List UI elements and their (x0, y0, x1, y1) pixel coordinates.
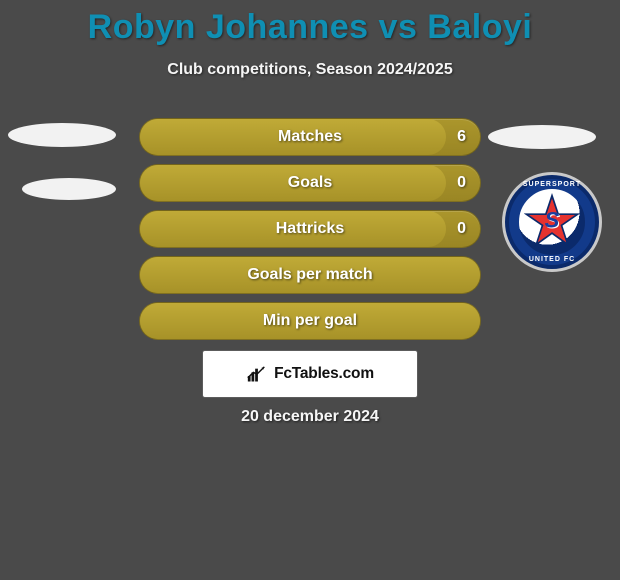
stat-value: 0 (457, 220, 466, 238)
stat-value: 6 (457, 128, 466, 146)
stat-bar-goals-per-match: Goals per match (139, 256, 481, 294)
stat-label: Goals (288, 174, 332, 192)
page-subtitle: Club competitions, Season 2024/2025 (0, 61, 620, 79)
stat-bar-hattricks: Hattricks 0 (139, 210, 481, 248)
club-badge: SUPERSPORT UNITED FC S (502, 172, 602, 272)
footer-date: 20 december 2024 (0, 408, 620, 426)
stat-label: Goals per match (247, 266, 372, 284)
stat-value: 0 (457, 174, 466, 192)
stats-container: Matches 6 Goals 0 Hattricks 0 Goals per … (139, 118, 481, 348)
club-badge-text-bottom: UNITED FC (505, 256, 599, 263)
stat-bar-min-per-goal: Min per goal (139, 302, 481, 340)
left-player-shadow-2 (22, 178, 116, 200)
page-title: Robyn Johannes vs Baloyi (0, 0, 620, 47)
stat-bar-goals: Goals 0 (139, 164, 481, 202)
fctables-logo-icon (246, 365, 268, 383)
left-player-shadow-1 (8, 123, 116, 147)
source-brand: FcTables.com (274, 365, 374, 383)
source-badge: FcTables.com (202, 350, 418, 398)
stat-label: Matches (278, 128, 342, 146)
stat-label: Min per goal (263, 312, 357, 330)
right-player-shadow (488, 125, 596, 149)
stat-bar-matches: Matches 6 (139, 118, 481, 156)
stat-label: Hattricks (276, 220, 344, 238)
club-badge-text-top: SUPERSPORT (505, 181, 599, 188)
club-badge-letter: S (545, 208, 560, 234)
